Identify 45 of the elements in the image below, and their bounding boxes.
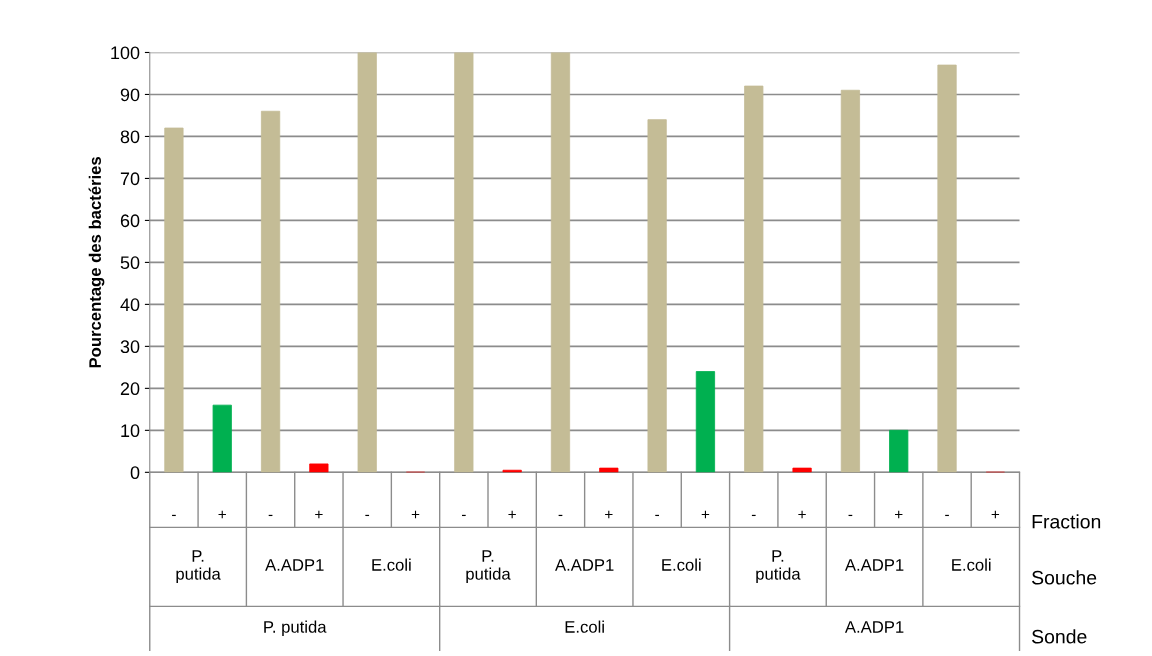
y-tick-label: 60 [120, 214, 140, 228]
y-tick-label: 70 [120, 172, 140, 186]
x-tick-label: - [655, 514, 659, 517]
x-tick-label: - [751, 514, 756, 517]
y-tick-label: 90 [120, 88, 140, 102]
text: E.coli [372, 558, 411, 571]
text: P. putida [264, 620, 327, 637]
y-tick-label: 20 [120, 382, 140, 396]
x-tick-label: + [218, 510, 226, 519]
x-tick-label: - [945, 514, 949, 517]
y-tick-label: 100 [111, 46, 140, 60]
x-tick-label: - [365, 514, 370, 517]
y-tick-label: 10 [121, 424, 140, 438]
text: A.ADP1 [265, 559, 324, 571]
x-tick-label: - [172, 514, 176, 517]
x-tick-label: + [411, 510, 420, 519]
text: Souche [1032, 570, 1097, 585]
x-tick-label: - [558, 514, 563, 517]
x-tick-label: + [605, 510, 613, 519]
y-tick-label: 50 [120, 256, 140, 270]
text: E.coli [565, 620, 604, 633]
x-tick-label: - [848, 514, 853, 517]
x-tick-label: - [461, 514, 466, 517]
text: E.coli [952, 558, 991, 571]
x-tick-label: + [701, 510, 710, 519]
text: A.ADP1 [844, 559, 904, 571]
text: P. putida [466, 550, 511, 584]
x-tick-label: + [798, 510, 806, 519]
x-tick-label: + [508, 510, 516, 519]
x-tick-label: + [315, 510, 323, 519]
text: E.coli [662, 558, 701, 571]
text: Sonde [1032, 629, 1087, 644]
y-tick-label: 30 [120, 340, 140, 354]
y-tick-label: 0 [130, 466, 140, 480]
text: Fraction [1032, 514, 1101, 529]
text: P. putida [176, 550, 221, 584]
x-tick-label: + [991, 510, 1000, 519]
text: A.ADP1 [844, 621, 904, 633]
y-tick-label: 40 [120, 298, 140, 312]
y-axis-title: Pourcentage des bactéries [88, 157, 105, 368]
x-tick-label: - [268, 514, 273, 517]
y-tick-label: 80 [120, 130, 140, 144]
text: A.ADP1 [555, 559, 614, 571]
x-tick-label: + [895, 510, 903, 519]
text: P. putida [756, 550, 801, 584]
